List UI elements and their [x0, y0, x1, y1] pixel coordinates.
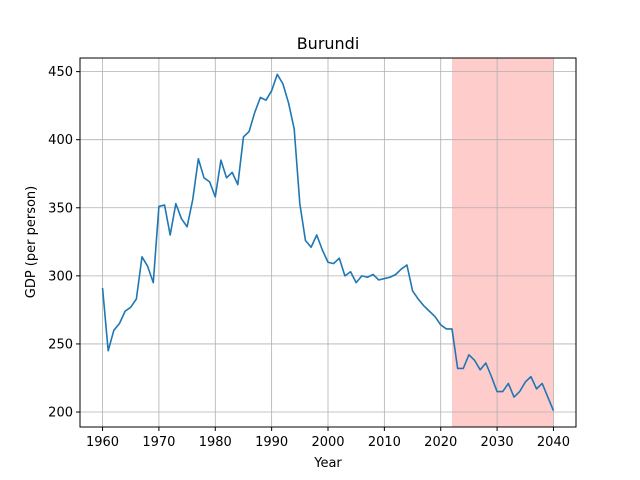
- x-tick-label: 2040: [537, 435, 570, 450]
- y-tick-label: 350: [48, 201, 73, 216]
- x-tick-label: 1980: [199, 435, 232, 450]
- x-tick-label: 2030: [481, 435, 514, 450]
- y-ticks: 200 250 300 350 400 450: [48, 65, 80, 421]
- y-tick-label: 400: [48, 133, 73, 148]
- chart-title: Burundi: [297, 34, 360, 53]
- y-tick-label: 250: [48, 337, 73, 352]
- y-tick-label: 450: [48, 65, 73, 80]
- x-tick-label: 2020: [424, 435, 457, 450]
- grid-layer: [80, 58, 576, 427]
- series-line: [101, 73, 555, 411]
- shaded-region: [452, 58, 554, 427]
- shaded-region-layer: [452, 58, 554, 427]
- x-tick-label: 2000: [311, 435, 344, 450]
- x-axis-label: Year: [313, 456, 342, 471]
- series-layer: [101, 73, 555, 411]
- y-axis-label: GDP (per person): [24, 186, 39, 299]
- x-tick-label: 1990: [255, 435, 288, 450]
- y-tick-label: 300: [48, 269, 73, 284]
- x-tick-label: 1960: [86, 435, 119, 450]
- x-tick-label: 1970: [142, 435, 175, 450]
- x-tick-label: 2010: [368, 435, 401, 450]
- y-tick-label: 200: [48, 406, 73, 421]
- x-ticks: 1960 1970 1980 1990 2000 2010 2020 2030 2040: [86, 427, 570, 450]
